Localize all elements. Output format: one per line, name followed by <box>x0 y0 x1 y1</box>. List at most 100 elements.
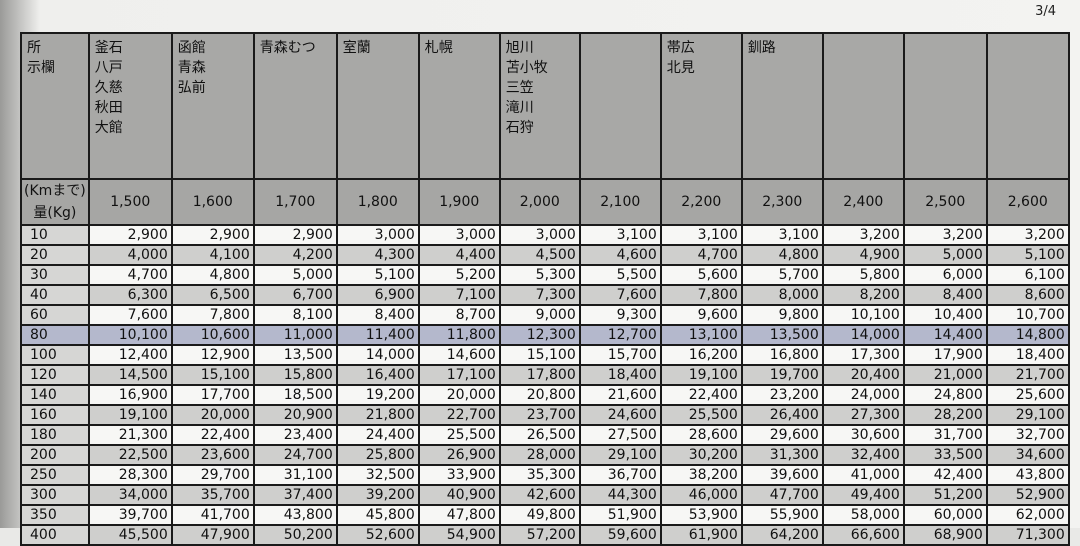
table-row: 300 34,000 35,700 37,400 39,200 40,900 42,600 4… <box>20 484 1070 506</box>
rate-cell: 4,200 <box>252 244 338 266</box>
rate-cell: 21,800 <box>335 404 420 426</box>
rate-cell: 12,400 <box>87 344 173 366</box>
rate-cell: 3,000 <box>417 224 501 246</box>
rate-cell: 23,700 <box>498 404 581 426</box>
rate-cell: 6,700 <box>252 284 338 306</box>
rate-cell: 10,600 <box>170 324 255 346</box>
rate-cell: 7,800 <box>170 304 255 326</box>
rate-cell: 25,500 <box>417 424 501 446</box>
rate-cell: 4,300 <box>335 244 420 266</box>
rate-cell: 34,000 <box>87 484 173 506</box>
rate-cell: 5,000 <box>902 244 988 266</box>
rate-cell: 29,600 <box>740 424 824 446</box>
rate-cell: 10,700 <box>985 304 1070 326</box>
rate-cell: 2,900 <box>252 224 338 246</box>
rate-cell: 37,400 <box>252 484 338 506</box>
weight-cell: 180 <box>20 424 90 446</box>
distance-header: 2,000 <box>498 178 581 226</box>
page-number: 3/4 <box>1035 4 1056 19</box>
destination-header <box>902 32 988 180</box>
rate-cell: 20,900 <box>252 404 338 426</box>
rate-cell: 4,800 <box>170 264 255 286</box>
rate-cell: 5,300 <box>498 264 581 286</box>
rate-cell: 19,100 <box>659 364 743 386</box>
destination-header: 室蘭 <box>335 32 420 180</box>
rate-cell: 14,500 <box>87 364 173 386</box>
rate-cell: 6,900 <box>335 284 420 306</box>
rate-cell: 5,700 <box>740 264 824 286</box>
rate-cell: 53,900 <box>659 504 743 526</box>
rate-cell: 24,000 <box>821 384 905 406</box>
rate-cell: 16,900 <box>87 384 173 406</box>
rate-cell: 13,500 <box>740 324 824 346</box>
rate-cell: 15,700 <box>578 344 662 366</box>
rate-cell: 15,100 <box>498 344 581 366</box>
rate-cell: 45,500 <box>87 524 173 546</box>
rate-cell: 33,500 <box>902 444 988 466</box>
rate-cell: 5,100 <box>985 244 1070 266</box>
rate-cell: 20,400 <box>821 364 905 386</box>
rate-cell: 6,500 <box>170 284 255 306</box>
rate-cell: 52,900 <box>985 484 1070 506</box>
rate-cell: 23,600 <box>170 444 255 466</box>
weight-cell: 80 <box>20 324 90 346</box>
rate-cell: 26,500 <box>498 424 581 446</box>
distance-header: 2,400 <box>821 178 905 226</box>
rate-cell: 20,000 <box>170 404 255 426</box>
rate-cell: 3,100 <box>659 224 743 246</box>
weight-cell: 200 <box>20 444 90 466</box>
rate-cell: 23,400 <box>252 424 338 446</box>
rate-cell: 20,800 <box>498 384 581 406</box>
rate-cell: 9,300 <box>578 304 662 326</box>
rate-cell: 8,400 <box>902 284 988 306</box>
rate-cell: 3,100 <box>578 224 662 246</box>
rate-cell: 21,300 <box>87 424 173 446</box>
rate-cell: 28,600 <box>659 424 743 446</box>
rate-cell: 17,800 <box>498 364 581 386</box>
rate-cell: 66,600 <box>821 524 905 546</box>
rate-cell: 7,600 <box>87 304 173 326</box>
rate-cell: 9,000 <box>498 304 581 326</box>
weight-cell: 100 <box>20 344 90 366</box>
distance-header: 1,900 <box>417 178 501 226</box>
rate-cell: 38,200 <box>659 464 743 486</box>
rate-cell: 23,200 <box>740 384 824 406</box>
rate-cell: 3,100 <box>740 224 824 246</box>
rate-cell: 28,000 <box>498 444 581 466</box>
rate-cell: 45,800 <box>335 504 420 526</box>
table-row: 140 16,900 17,700 18,500 19,200 20,000 20,800 2… <box>20 384 1070 406</box>
rate-cell: 3,200 <box>902 224 988 246</box>
rate-cell: 13,500 <box>252 344 338 366</box>
distance-header: 2,100 <box>578 178 662 226</box>
rate-cell: 8,100 <box>252 304 338 326</box>
rate-cell: 26,400 <box>740 404 824 426</box>
table-row: 350 39,700 41,700 43,800 45,800 47,800 49,800 5… <box>20 504 1070 526</box>
table-row: 40 6,300 6,500 6,700 6,900 7,100 7,300 7,600 7,8… <box>20 284 1070 306</box>
rate-cell: 4,800 <box>740 244 824 266</box>
rate-cell: 22,400 <box>659 384 743 406</box>
table-row: 120 14,500 15,100 15,800 16,400 17,100 17,800 1… <box>20 364 1070 386</box>
rate-cell: 15,800 <box>252 364 338 386</box>
rate-cell: 28,200 <box>902 404 988 426</box>
rate-cell: 25,600 <box>985 384 1070 406</box>
rate-cell: 47,900 <box>170 524 255 546</box>
rate-cell: 18,400 <box>985 344 1070 366</box>
distance-header: 1,800 <box>335 178 420 226</box>
weight-cell: 250 <box>20 464 90 486</box>
table-row: 180 21,300 22,400 23,400 24,400 25,500 26,500 2… <box>20 424 1070 446</box>
rate-cell: 29,100 <box>578 444 662 466</box>
rate-cell: 4,700 <box>659 244 743 266</box>
weight-label: 量(Kg) <box>33 205 77 221</box>
rate-cell: 3,200 <box>821 224 905 246</box>
rate-cell: 7,300 <box>498 284 581 306</box>
weight-cell: 120 <box>20 364 90 386</box>
rate-cell: 47,700 <box>740 484 824 506</box>
rate-cell: 29,100 <box>985 404 1070 426</box>
rate-cell: 7,100 <box>417 284 501 306</box>
rate-cell: 4,400 <box>417 244 501 266</box>
rate-cell: 19,200 <box>335 384 420 406</box>
rate-cell: 5,000 <box>252 264 338 286</box>
distance-header: 1,700 <box>252 178 338 226</box>
distance-header: 1,600 <box>170 178 255 226</box>
rate-cell: 43,800 <box>252 504 338 526</box>
